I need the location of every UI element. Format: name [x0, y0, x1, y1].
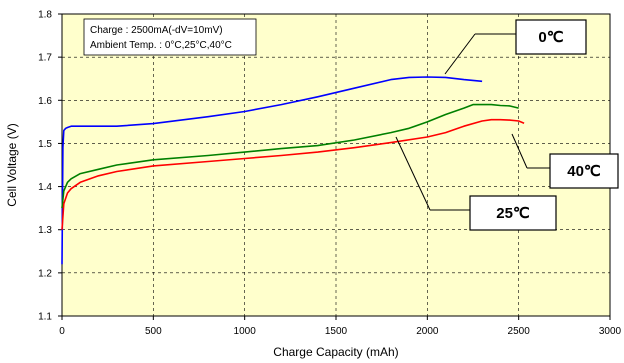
y-tick-label: 1.8	[38, 10, 52, 21]
grid-lines	[62, 14, 610, 316]
callout-25c-box	[469, 195, 557, 231]
conditions-note-box	[83, 18, 257, 56]
y-tick-label: 1.4	[38, 182, 52, 193]
y-tick-label: 1.7	[38, 53, 52, 64]
callout-25c-label: 25℃	[496, 205, 530, 222]
y-axis-ticks: 1.1 1.2 1.3 1.4 1.5 1.6 1.7 1.8	[38, 10, 62, 323]
x-tick-label: 2000	[416, 326, 439, 337]
callout-0c-leader	[444, 33, 476, 75]
y-axis-label: Cell Voltage (V)	[5, 123, 19, 206]
x-tick-label: 3000	[599, 326, 622, 337]
callout-40c: 40℃	[511, 133, 619, 189]
callout-0c-label: 0℃	[538, 29, 563, 46]
x-axis-ticks: 0 500 1000 1500 2000 2500 3000	[59, 316, 622, 337]
x-tick-label: 500	[145, 326, 162, 337]
callout-0c-box	[515, 19, 587, 55]
conditions-note-line-1: Charge : 2500mA(-dV=10mV)	[90, 25, 223, 36]
x-tick-label: 1500	[325, 326, 348, 337]
y-tick-label: 1.6	[38, 96, 52, 107]
y-tick-label: 1.1	[38, 312, 52, 323]
callout-40c-label: 40℃	[567, 163, 601, 180]
series-line-0c	[61, 76, 483, 265]
callout-40c-box	[549, 153, 619, 189]
callout-0c: 0℃	[444, 19, 587, 75]
x-tick-label: 1000	[234, 326, 257, 337]
conditions-note: Charge : 2500mA(-dV=10mV) Ambient Temp. …	[83, 18, 257, 56]
x-tick-label: 0	[59, 326, 65, 337]
callout-40c-leader	[511, 133, 528, 169]
y-tick-label: 1.5	[38, 139, 52, 150]
y-tick-label: 1.2	[38, 268, 52, 279]
series-line-40c	[61, 118, 525, 230]
callout-25c-leader	[395, 136, 431, 211]
x-tick-label: 2500	[508, 326, 531, 337]
x-axis-label: Charge Capacity (mAh)	[273, 345, 398, 359]
conditions-note-line-2: Ambient Temp. : 0°C,25°C,40°C	[90, 40, 232, 51]
series-line-25c	[61, 103, 519, 209]
series-layer	[61, 76, 525, 265]
y-tick-label: 1.3	[38, 225, 52, 236]
callout-25c: 25℃	[395, 136, 557, 231]
